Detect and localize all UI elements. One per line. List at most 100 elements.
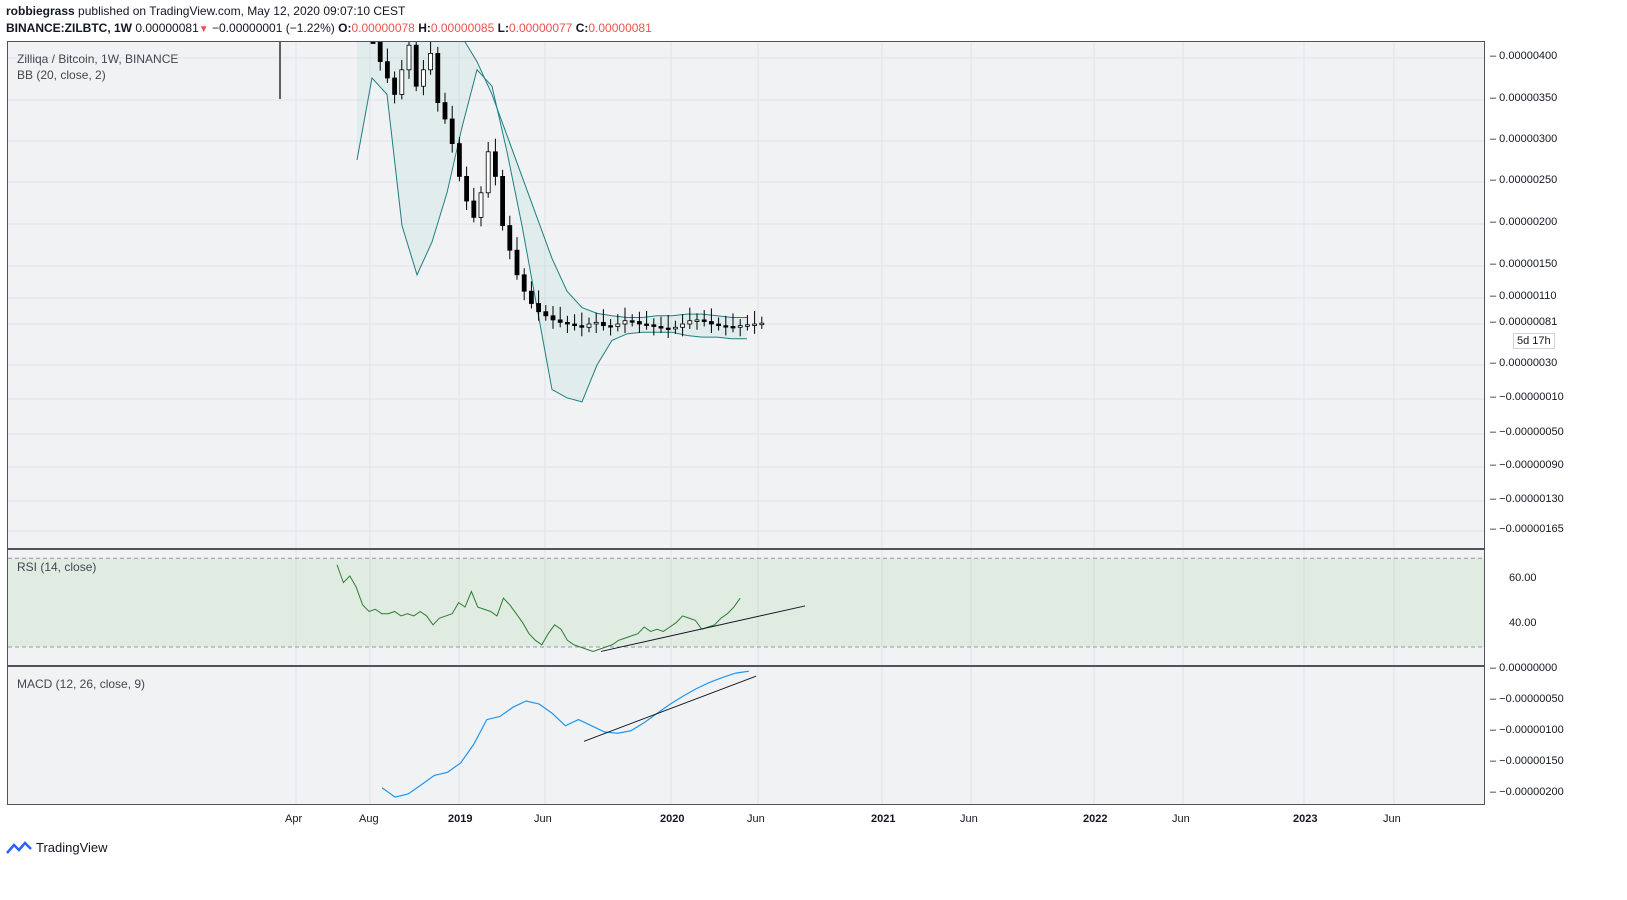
candle-body [644,323,649,326]
time-axis-tick: Aug [359,813,379,825]
candle-body [521,274,527,292]
price-axis-tick: – −0.00000130 [1490,493,1564,505]
last-price: 0.00000081 [135,21,199,35]
tradingview-logo[interactable]: TradingView [6,840,108,855]
close-label: C: [575,21,589,35]
candle-body [442,102,448,120]
candle-body [377,42,383,63]
rsi-axis-tick: 60.00 [1509,572,1537,585]
price-axis[interactable]: – 0.00000400 – 0.00000350 – 0.00000300 – 0.… [1485,41,1627,549]
high-label: H: [418,21,431,35]
price-axis-tick: – 0.00000110 [1490,290,1557,302]
candle-body [608,325,613,328]
candle-body [709,321,714,325]
candle-body [579,325,585,328]
candle-body [723,325,729,328]
candle-body [737,325,743,328]
down-arrow-icon: ▼ [198,24,209,35]
time-axis[interactable]: Apr Aug 2019 Jun 2020 Jun 2021 Jun 2022 Jun 2023 Ju… [7,805,1485,833]
price-axis-tick: – 0.00000350 [1490,92,1558,104]
candle-body [492,151,498,177]
candle-body [557,319,563,323]
time-axis-tick: 2022 [1083,813,1108,825]
price-axis-tick: – 0.00000030 [1490,357,1558,369]
brand-label: TradingView [36,840,108,855]
candle-body [435,52,441,104]
macd-axis-tick: – −0.00000050 [1490,693,1564,705]
candle-body [673,326,678,330]
candle-body [471,200,477,218]
candle-body [745,324,750,327]
rsi-label: RSI (14, close) [17,560,97,574]
time-axis-tick: Jun [1383,813,1401,825]
time-axis-tick: Jun [747,813,765,825]
price-panel[interactable]: Zilliqa / Bitcoin, 1W, BINANCE BB (20, c… [7,41,1485,549]
bb-lower-line [356,68,747,403]
main-title: Zilliqa / Bitcoin, 1W, BINANCE [17,52,179,66]
candle-body [384,61,390,79]
rsi-band-fill [8,558,1484,647]
candle-body [406,44,412,71]
close-value: 0.00000081 [588,21,652,35]
macd-panel[interactable]: MACD (12, 26, close, 9) [7,666,1485,805]
price-axis-tick: – 0.00000200 [1490,216,1558,228]
price-chart-svg [8,42,1484,548]
ohlc-bar: BINANCE:ZILBTC, 1W 0.00000081▼ −0.000000… [6,21,652,35]
time-axis-tick: 2019 [448,813,473,825]
candle-body [665,327,671,331]
candle-body [701,319,707,322]
candle-body [593,321,599,325]
publish-info: robbiegrass published on TradingView.com… [6,4,405,18]
candle-body [622,320,628,325]
candle-body [680,323,685,328]
price-axis-tick: – −0.00000050 [1490,426,1564,438]
time-axis-tick: Apr [285,813,303,825]
price-axis-tick: – −0.00000090 [1490,459,1564,471]
symbol-label: BINANCE:ZILBTC, 1W [6,21,132,35]
bb-upper-line [464,42,747,318]
price-change: −0.00000001 (−1.22%) [212,21,335,35]
low-label: L: [497,21,509,35]
candle-body [550,315,556,321]
candle-body [392,77,398,95]
last-price-label: – 0.00000081 [1490,316,1558,328]
macd-axis[interactable]: – 0.00000000 – −0.00000050 – −0.00000100 – … [1485,662,1627,805]
candle-body [637,321,642,325]
macd-axis-tick: – 0.00000000 [1490,662,1558,674]
rsi-axis[interactable]: 60.00 40.00 [1485,549,1627,666]
candle-body [536,303,541,313]
macd-axis-tick: – −0.00000150 [1490,755,1564,767]
candle-body [500,175,506,226]
author-name[interactable]: robbiegrass [6,4,75,18]
candle-body [752,323,757,326]
candle-body [514,249,520,276]
macd-axis-tick: – −0.00000200 [1490,786,1564,798]
candle-body [413,44,419,87]
candle-body [449,118,455,145]
candle-body [478,192,484,218]
candle-body [694,319,700,322]
candle-body [456,143,462,177]
price-axis-tick: – −0.00000165 [1490,523,1564,535]
macd-line [381,670,749,798]
candle-body [730,326,736,329]
candle-body [543,311,549,317]
rsi-panel[interactable]: RSI (14, close) [7,549,1485,666]
open-label: O: [338,21,352,35]
time-axis-tick: 2021 [871,813,896,825]
candle-body [399,69,405,95]
time-axis-tick: 2020 [660,813,685,825]
time-axis-tick: 2023 [1293,813,1318,825]
candle-body [629,320,635,323]
low-value: 0.00000077 [508,21,573,35]
macd-label: MACD (12, 26, close, 9) [17,677,146,691]
candle-body [507,225,513,251]
open-value: 0.00000078 [351,21,415,35]
candle-body [687,320,693,325]
candle-body [529,290,534,304]
candle-body [464,175,470,202]
macd-axis-tick: – −0.00000100 [1490,724,1564,736]
high-value: 0.00000085 [430,21,495,35]
rsi-chart-svg [8,550,1484,665]
published-text: published on TradingView.com, May 12, 20… [78,4,406,18]
